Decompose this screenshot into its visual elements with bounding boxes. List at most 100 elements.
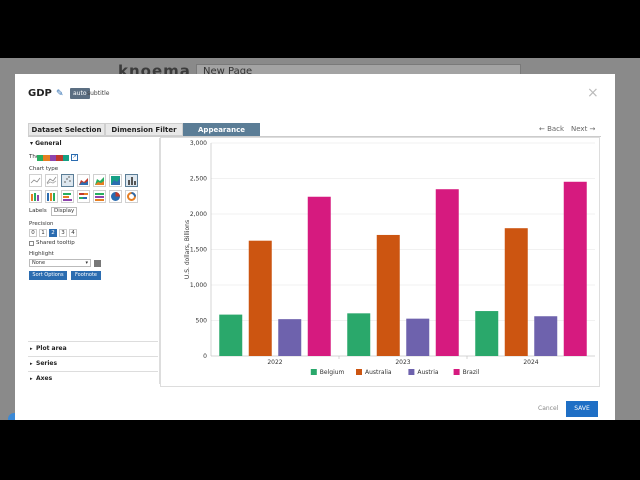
x-tick-label: 2024 xyxy=(523,359,538,366)
axes-section[interactable]: ▸ Axes xyxy=(28,371,158,385)
letterbox-bottom xyxy=(0,420,640,480)
legend-swatch-brazil xyxy=(453,369,460,375)
labels-display-button[interactable]: Display xyxy=(51,207,78,216)
series-section[interactable]: ▸ Series xyxy=(28,356,158,370)
legend-label-brazil: Brazil xyxy=(463,369,480,376)
panel-divider xyxy=(159,138,160,384)
bar-austria-2024 xyxy=(534,316,558,356)
cancel-button[interactable]: Cancel xyxy=(538,405,559,412)
edit-title-icon[interactable]: ✎ xyxy=(56,89,64,99)
plot-area-section[interactable]: ▸ Plot area xyxy=(28,341,158,355)
next-link[interactable]: Next → xyxy=(571,125,596,133)
chart-type-area[interactable] xyxy=(77,174,90,187)
bar-austria-2022 xyxy=(278,319,302,356)
chart-type-stacked-area[interactable] xyxy=(93,174,106,187)
caret-right-icon: ▸ xyxy=(30,346,33,352)
labels-label: Labels xyxy=(29,208,47,214)
bar-australia-2024 xyxy=(504,228,528,356)
theme-color-5 xyxy=(62,155,70,161)
caret-right-icon: ▸ xyxy=(30,376,33,382)
letterbox-top xyxy=(0,0,640,58)
chart-settings-modal: GDP ✎ auto subtitle × Dataset Selection … xyxy=(15,74,615,420)
precision-option-3[interactable]: 3 xyxy=(59,229,67,237)
chart-type-column[interactable] xyxy=(125,174,138,187)
chart-type-percent-bar[interactable] xyxy=(93,190,106,203)
sort-options-button[interactable]: Sort Options xyxy=(29,271,67,280)
highlight-label: Highlight xyxy=(29,251,54,257)
precision-option-0[interactable]: 0 xyxy=(29,229,37,237)
y-axis-title: U.S. dollars, Billions xyxy=(184,220,191,279)
chart-type-label: Chart type xyxy=(29,166,59,172)
legend-label-belgium: Belgium xyxy=(320,369,345,376)
theme-color-3 xyxy=(49,155,57,161)
chevron-down-icon: ▾ xyxy=(85,260,88,266)
bar-brazil-2024 xyxy=(563,181,587,356)
plot-area-label: Plot area xyxy=(36,345,67,352)
footnote-button[interactable]: Footnote xyxy=(71,271,101,280)
shared-tooltip-label: Shared tooltip xyxy=(36,240,75,246)
bar-brazil-2022 xyxy=(307,196,331,356)
theme-color-1 xyxy=(37,155,44,161)
chart-type-percent-column[interactable] xyxy=(45,190,58,203)
chart-type-percent-area[interactable] xyxy=(109,174,122,187)
highlight-color-swatch[interactable] xyxy=(94,260,101,267)
bar-belgium-2022 xyxy=(219,314,243,356)
x-tick-label: 2023 xyxy=(395,359,410,366)
tab-divider xyxy=(28,136,601,137)
chart-type-donut[interactable] xyxy=(125,190,138,203)
chart-type-stacked-bar[interactable] xyxy=(77,190,90,203)
bar-australia-2022 xyxy=(248,240,272,356)
legend-swatch-belgium xyxy=(310,369,317,375)
chart-type-line[interactable] xyxy=(29,174,42,187)
chart-title[interactable]: GDP xyxy=(28,88,52,99)
tab-appearance[interactable]: Appearance xyxy=(183,123,260,136)
theme-color-2 xyxy=(43,155,50,161)
precision-option-2[interactable]: 2 xyxy=(49,229,57,237)
highlight-select[interactable]: None ▾ xyxy=(29,259,91,267)
bar-belgium-2023 xyxy=(347,313,371,356)
precision-label: Precision xyxy=(29,221,54,227)
chart-type-scatter[interactable] xyxy=(61,174,74,187)
y-tick-label: 1,500 xyxy=(190,247,207,254)
shared-tooltip-checkbox[interactable] xyxy=(29,241,34,246)
theme-edit-icon[interactable]: ↗ xyxy=(71,154,78,161)
subtitle-label[interactable]: subtitle xyxy=(87,90,110,97)
y-tick-label: 0 xyxy=(203,353,207,360)
save-button[interactable]: SAVE xyxy=(566,401,598,417)
back-link[interactable]: ← Back xyxy=(539,125,565,133)
auto-badge[interactable]: auto xyxy=(70,88,90,99)
close-icon[interactable]: × xyxy=(587,85,599,101)
precision-option-1[interactable]: 1 xyxy=(39,229,47,237)
gdp-bar-chart: 0 500 1,000 1,500 2,000 2,500 3,000 U.S. dollar… xyxy=(184,140,595,376)
legend-swatch-australia xyxy=(356,369,362,375)
bar-belgium-2024 xyxy=(475,311,499,356)
chart-type-stacked-column[interactable] xyxy=(29,190,42,203)
y-tick-label: 3,000 xyxy=(190,140,207,147)
tab-dimension-filter[interactable]: Dimension Filter xyxy=(105,123,183,136)
legend-label-australia: Australia xyxy=(365,369,392,376)
highlight-value: None xyxy=(32,260,46,266)
y-tick-label: 500 xyxy=(196,318,208,325)
x-tick-label: 2022 xyxy=(267,359,282,366)
chart-preview: 0 500 1,000 1,500 2,000 2,500 3,000 U.S. dollar… xyxy=(160,137,600,387)
legend-swatch-austria xyxy=(408,369,415,375)
axes-label: Axes xyxy=(36,375,53,382)
bar-austria-2023 xyxy=(406,318,430,356)
series-label: Series xyxy=(36,360,58,367)
legend-label-austria: Austria xyxy=(417,369,439,376)
general-section-header[interactable]: ▾ General xyxy=(30,140,62,147)
bar-australia-2023 xyxy=(376,234,400,356)
bar-brazil-2023 xyxy=(435,189,459,356)
precision-option-4[interactable]: 4 xyxy=(69,229,77,237)
y-tick-label: 2,500 xyxy=(190,176,207,183)
chart-type-bar[interactable] xyxy=(61,190,74,203)
caret-right-icon: ▸ xyxy=(30,361,33,367)
theme-swatch[interactable] xyxy=(37,155,70,161)
general-label: General xyxy=(35,140,62,147)
y-tick-label: 1,000 xyxy=(190,282,207,289)
chart-type-multiline[interactable] xyxy=(45,174,58,187)
tab-dataset-selection[interactable]: Dataset Selection xyxy=(28,123,105,136)
y-tick-label: 2,000 xyxy=(190,211,207,218)
chart-type-pie[interactable] xyxy=(109,190,122,203)
theme-color-4 xyxy=(56,155,63,161)
